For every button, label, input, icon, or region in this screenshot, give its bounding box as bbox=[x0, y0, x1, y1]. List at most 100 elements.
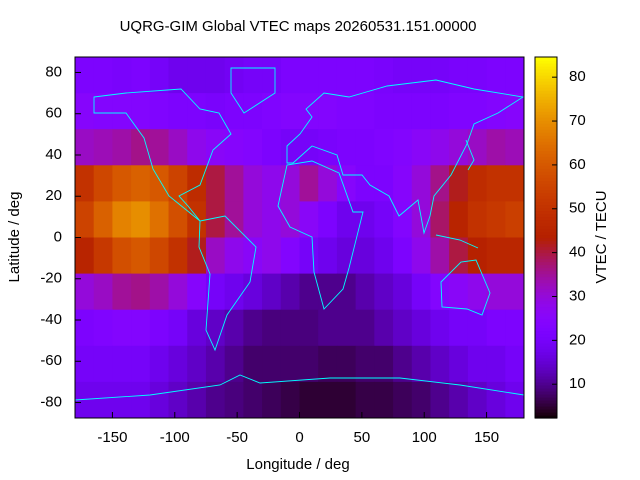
heat-cell bbox=[318, 381, 338, 418]
colorbar-step bbox=[535, 267, 557, 272]
colorbar-step bbox=[535, 342, 557, 347]
y-tick-label: 60 bbox=[45, 105, 62, 122]
heat-cell bbox=[336, 57, 357, 94]
colorbar-step bbox=[535, 324, 557, 329]
colorbar-tick-label: 10 bbox=[569, 375, 586, 392]
colorbar-step bbox=[535, 327, 557, 332]
colorbar-step bbox=[535, 105, 557, 109]
heat-cell bbox=[449, 201, 469, 238]
heat-cell bbox=[93, 381, 113, 418]
heat-cell bbox=[75, 309, 95, 347]
heat-cell bbox=[168, 57, 188, 94]
heat-cell bbox=[336, 381, 357, 418]
colorbar-step bbox=[535, 336, 557, 341]
heat-cell bbox=[505, 57, 524, 94]
colorbar-step bbox=[535, 414, 557, 419]
heat-cell bbox=[336, 273, 357, 311]
heat-cell bbox=[168, 345, 188, 383]
heat-cell bbox=[149, 129, 170, 166]
heat-cell bbox=[299, 165, 319, 202]
heat-cell bbox=[355, 57, 375, 94]
heat-cell bbox=[486, 381, 506, 418]
colorbar-step bbox=[535, 66, 557, 70]
heat-cell bbox=[336, 93, 357, 130]
colorbar-step bbox=[535, 132, 557, 136]
colorbar-step bbox=[535, 153, 557, 157]
heat-cell bbox=[486, 57, 506, 94]
heat-cell bbox=[93, 237, 113, 275]
heat-cell bbox=[112, 129, 132, 166]
heat-cell bbox=[93, 201, 113, 238]
colorbar-tick-label: 20 bbox=[569, 331, 586, 348]
colorbar-step bbox=[535, 114, 557, 118]
colorbar-step bbox=[535, 204, 557, 209]
heat-cell bbox=[449, 57, 469, 94]
colorbar-step bbox=[535, 147, 557, 151]
heat-cell bbox=[505, 201, 524, 238]
heat-cell bbox=[149, 273, 170, 311]
colorbar-step bbox=[535, 75, 557, 79]
heat-cell bbox=[430, 165, 450, 202]
colorbar-step bbox=[535, 234, 557, 239]
colorbar-step bbox=[535, 219, 557, 224]
heat-cell bbox=[430, 309, 450, 347]
heat-cell bbox=[318, 165, 338, 202]
heat-cell bbox=[205, 165, 226, 202]
heat-cell bbox=[374, 93, 394, 130]
heat-cell bbox=[486, 93, 506, 130]
heat-cell bbox=[411, 237, 431, 275]
heat-cell bbox=[467, 201, 488, 238]
colorbar-step bbox=[535, 258, 557, 263]
colorbar-step bbox=[535, 270, 557, 275]
colorbar-step bbox=[535, 81, 557, 85]
heat-cell bbox=[299, 273, 319, 311]
heat-cell bbox=[262, 201, 282, 238]
heat-cell bbox=[449, 381, 469, 418]
heat-cell bbox=[187, 381, 207, 418]
heat-cell bbox=[149, 93, 170, 130]
colorbar-step bbox=[535, 288, 557, 293]
coastline bbox=[93, 88, 232, 222]
colorbar-step bbox=[535, 264, 557, 269]
y-tick-label: -20 bbox=[40, 270, 62, 287]
heat-cell bbox=[393, 57, 413, 94]
colorbar-step bbox=[535, 375, 557, 380]
colorbar-step bbox=[535, 69, 557, 73]
heat-cell bbox=[187, 273, 207, 311]
heat-cell bbox=[467, 165, 488, 202]
colorbar-step bbox=[535, 294, 557, 299]
heat-cell bbox=[505, 237, 524, 275]
colorbar-step bbox=[535, 306, 557, 311]
colorbar-step bbox=[535, 120, 557, 124]
heat-cell bbox=[299, 345, 319, 383]
y-axis-label: Latitude / deg bbox=[6, 192, 23, 283]
colorbar-step bbox=[535, 255, 557, 260]
colorbar-step bbox=[535, 165, 557, 169]
heat-cell bbox=[75, 237, 95, 275]
x-tick-label: 50 bbox=[354, 429, 371, 446]
colorbar-step bbox=[535, 321, 557, 326]
heat-cell bbox=[449, 345, 469, 383]
heat-cell bbox=[187, 165, 207, 202]
heat-cell bbox=[243, 93, 263, 130]
heat-cell bbox=[224, 381, 244, 418]
heat-cell bbox=[336, 237, 357, 275]
colorbar-step bbox=[535, 390, 557, 395]
heat-cell bbox=[355, 165, 375, 202]
heat-cell bbox=[112, 201, 132, 238]
colorbar-step bbox=[535, 387, 557, 392]
heat-cell bbox=[205, 309, 226, 347]
heat-cell bbox=[505, 309, 524, 347]
coastline bbox=[286, 79, 524, 235]
heat-cell bbox=[93, 129, 113, 166]
colorbar-step bbox=[535, 150, 557, 154]
heat-cell bbox=[467, 237, 488, 275]
heat-cell bbox=[224, 129, 244, 166]
heat-cell bbox=[131, 345, 151, 383]
heat-cell bbox=[243, 273, 263, 311]
colorbar-step bbox=[535, 243, 557, 248]
heat-cell bbox=[243, 345, 263, 383]
heat-cell bbox=[505, 165, 524, 202]
heat-cell bbox=[224, 201, 244, 238]
heat-cell bbox=[299, 93, 319, 130]
